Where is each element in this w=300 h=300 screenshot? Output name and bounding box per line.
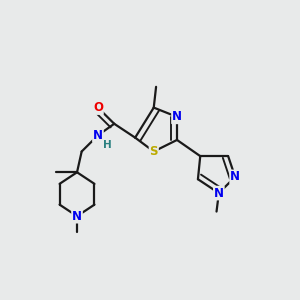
Text: O: O [93, 101, 103, 114]
Text: N: N [172, 110, 182, 123]
Text: N: N [72, 210, 82, 223]
Text: H: H [103, 140, 112, 150]
Text: N: N [93, 129, 103, 142]
Text: N: N [230, 170, 240, 183]
Text: S: S [149, 145, 158, 158]
Text: N: N [214, 187, 224, 200]
